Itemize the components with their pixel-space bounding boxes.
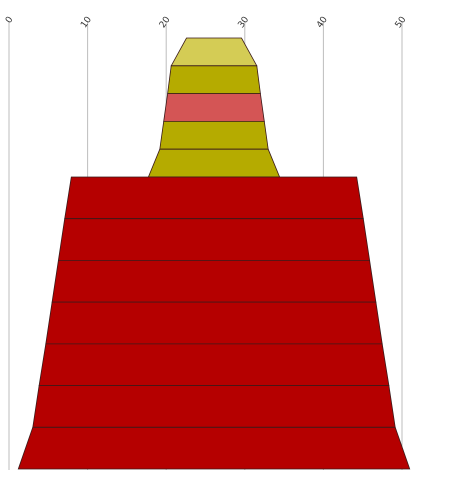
tick-label-5: 50: [394, 15, 409, 30]
upper-funnel: [147, 37, 281, 178]
lower-funnel: [17, 176, 411, 470]
tick-label-3: 30: [236, 15, 251, 30]
upper-segment-3: [163, 93, 265, 122]
lower-segment-1: [64, 176, 364, 220]
lower-segment-2: [57, 218, 371, 261]
lower-segment-6: [32, 385, 396, 428]
axis-ticks: 0 10 20 30 40 50: [4, 15, 409, 30]
upper-segment-5: [147, 148, 281, 178]
lower-segment-7: [17, 426, 411, 470]
upper-segment-4: [159, 121, 269, 150]
lower-segment-3: [51, 259, 377, 303]
tick-label-1: 10: [79, 15, 94, 30]
tick-label-0: 0: [4, 15, 16, 26]
upper-segment-1: [170, 37, 258, 67]
lower-segment-5: [38, 343, 390, 387]
tick-label-4: 40: [315, 15, 330, 30]
lower-segment-4: [45, 301, 383, 345]
upper-segment-2: [167, 65, 261, 94]
tick-label-2: 20: [158, 15, 173, 30]
